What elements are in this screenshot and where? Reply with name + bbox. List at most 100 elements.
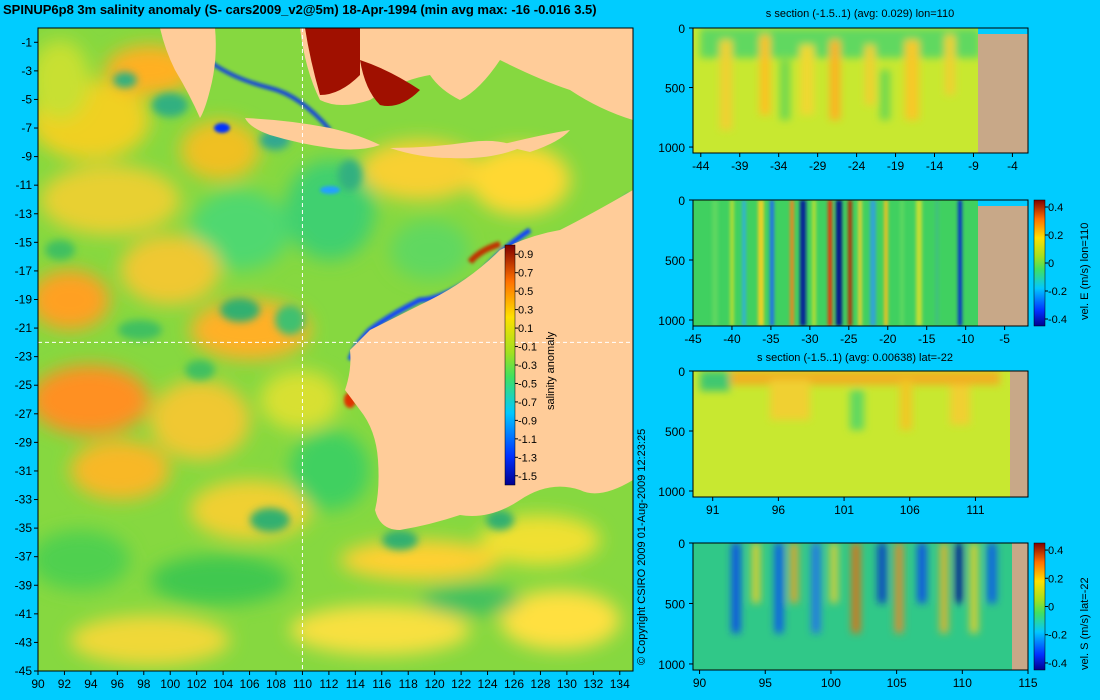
section-y-tick-label: 1000 xyxy=(658,141,685,155)
map-x-tick-label: 102 xyxy=(187,677,207,691)
colorbar-tick-label: 0 xyxy=(1048,258,1054,270)
section-x-tick-label: -10 xyxy=(957,332,975,346)
map-x-tick-labels: 90 92 94 96 98 100 102 104 106 108 110 112 114 116 118… xyxy=(31,671,630,691)
section-x-tick-label: 100 xyxy=(821,676,841,690)
colorbar-tick-label: 0.9 xyxy=(518,249,533,261)
colorbar-tick-label: -0.5 xyxy=(518,378,537,390)
field-eddies xyxy=(45,72,514,550)
colorbar-tick-label: -0.9 xyxy=(518,415,537,427)
map-y-tick-label: -23 xyxy=(15,350,33,364)
colorbar-tick-label: -0.1 xyxy=(518,342,537,354)
velocity-east-field xyxy=(693,200,1028,326)
colorbar-tick-label: -1.5 xyxy=(518,471,537,483)
section-y-tick-label: 0 xyxy=(678,537,685,551)
section-x-tick-label: 110 xyxy=(953,676,972,690)
colorbar-tick-label: -0.4 xyxy=(1048,658,1067,670)
section-x-tick-label: -29 xyxy=(809,159,827,173)
section-x-tick-label: -15 xyxy=(918,332,936,346)
velocity-south-colorbar-label: vel. S (m/s) lat=-22 xyxy=(1079,577,1091,670)
map-y-tick-label: -11 xyxy=(16,178,33,192)
section-y-tick-label: 0 xyxy=(678,365,685,379)
map-y-tick-label: -25 xyxy=(15,378,33,392)
section-y-tick-label: 1000 xyxy=(658,658,685,672)
map-y-tick-label: -19 xyxy=(15,292,33,306)
map-y-tick-label: -41 xyxy=(15,607,33,621)
section-lat-x-ticks: 91 96 101 106 111 xyxy=(706,497,985,517)
map-x-tick-label: 96 xyxy=(111,677,125,691)
map-y-tick-label: -29 xyxy=(15,435,33,449)
map-x-tick-label: 106 xyxy=(240,677,260,691)
map-x-tick-label: 120 xyxy=(425,677,445,691)
section-y-tick-label: 0 xyxy=(678,22,685,36)
map-x-tick-label: 116 xyxy=(372,677,391,691)
section-x-tick-label: -14 xyxy=(926,159,944,173)
colorbar-tick-label: -0.2 xyxy=(1048,630,1067,642)
map-y-tick-label: -37 xyxy=(15,550,33,564)
salinity-colorbar-gradient xyxy=(504,244,516,486)
map-x-tick-label: 92 xyxy=(58,677,72,691)
colorbar-tick-label: 0.2 xyxy=(1048,573,1063,585)
section-lon-field xyxy=(693,28,1028,153)
section-x-tick-label: -19 xyxy=(887,159,905,173)
colorbar-tick-label: 0.7 xyxy=(518,268,533,280)
colorbar-tick-label: -0.7 xyxy=(518,397,537,409)
colorbar-tick-label: 0.4 xyxy=(1048,545,1063,557)
salinity-section-lat: s section (-1.5..1) (avg: 0.00638) lat=-… xyxy=(658,352,1029,517)
velocity-east-colorbar xyxy=(1033,199,1046,327)
map-x-tick-label: 108 xyxy=(266,677,286,691)
salinity-field xyxy=(38,28,633,671)
section-lon-title: s section (-1.5..1) (avg: 0.029) lon=110 xyxy=(766,8,954,20)
velocity-south-colorbar xyxy=(1033,542,1046,671)
map-frame xyxy=(37,27,634,672)
map-y-tick-labels: -1 -3 -5 -7 -9 -11 -13 -15 -17 -19 -21 -23 -25 -27 -29… xyxy=(15,35,38,678)
velocity-south-section: 90 95 100 105 110 115 0 500 1000 0.4 0.2 0 -0.2 -0.… xyxy=(658,537,1091,690)
map-x-tick-label: 134 xyxy=(610,677,630,691)
section-y-tick-label: 0 xyxy=(678,194,685,208)
section-y-tick-label: 500 xyxy=(665,82,685,96)
section-x-tick-label: 101 xyxy=(834,503,854,517)
map-y-tick-label: -3 xyxy=(21,64,32,78)
colorbar-tick-label: -0.4 xyxy=(1048,314,1067,326)
colorbar-tick-label: 0.3 xyxy=(518,305,533,317)
salinity-map: SPINUP6p8 3m salinity anomaly (S- cars20… xyxy=(3,2,648,691)
velocity-south-y-ticks: 0 500 1000 xyxy=(658,537,693,672)
map-y-tick-label: -21 xyxy=(15,321,33,335)
velocity-east-colorbar-label: vel. E (m/s) lon=110 xyxy=(1079,223,1091,320)
map-y-tick-label: -15 xyxy=(15,235,33,249)
section-x-tick-label: 106 xyxy=(900,503,920,517)
section-x-tick-label: 111 xyxy=(966,503,985,517)
map-x-tick-label: 122 xyxy=(451,677,471,691)
section-y-tick-label: 500 xyxy=(665,597,685,611)
land-lesser-sunda xyxy=(390,140,520,159)
section-lat-land xyxy=(1010,371,1028,497)
land-borneo-sulawesi xyxy=(300,28,633,120)
map-y-tick-label: -33 xyxy=(15,493,33,507)
salinity-colorbar: 0.9 0.7 0.5 0.3 0.1 -0.1 -0.3 -0.5 -0.7 -0.9 -1.1 -… xyxy=(504,244,557,486)
velocity-east-x-ticks: -45 -40 -35 -30 -25 -20 -15 -10 -5 xyxy=(684,326,1010,346)
land-sumatra xyxy=(160,28,216,118)
map-y-tick-label: -45 xyxy=(15,664,33,678)
map-y-tick-label: -27 xyxy=(15,407,33,421)
map-x-tick-label: 124 xyxy=(478,677,498,691)
section-lon-y-ticks: 0 500 1000 xyxy=(658,22,693,155)
copyright-text: © Copyright CSIRO 2009 01-Aug-2009 12:23… xyxy=(636,429,648,665)
colorbar-tick-label: -1.1 xyxy=(518,434,537,446)
colorbar-tick-label: 0.2 xyxy=(1048,230,1063,242)
velocity-south-colorbar-ticks: 0.4 0.2 0 -0.2 -0.4 xyxy=(1045,545,1067,670)
section-x-tick-label: -24 xyxy=(848,159,866,173)
land-java xyxy=(245,118,380,150)
section-x-tick-label: -30 xyxy=(801,332,819,346)
land-australia xyxy=(345,190,633,671)
colorbar-tick-label: 0.4 xyxy=(1048,202,1063,214)
section-x-tick-label: -44 xyxy=(692,159,710,173)
salinity-colorbar-ticks: 0.9 0.7 0.5 0.3 0.1 -0.1 -0.3 -0.5 -0.7 -0.9 -1.1 -… xyxy=(515,249,537,483)
section-lat-title: s section (-1.5..1) (avg: 0.00638) lat=-… xyxy=(757,352,953,364)
section-x-tick-label: 115 xyxy=(1018,676,1037,690)
map-x-tick-label: 90 xyxy=(31,677,45,691)
map-y-tick-label: -7 xyxy=(21,121,32,135)
map-x-tick-label: 112 xyxy=(319,677,338,691)
map-y-tick-label: -43 xyxy=(15,635,33,649)
section-lat-field xyxy=(693,371,1028,497)
section-x-tick-label: -35 xyxy=(762,332,780,346)
